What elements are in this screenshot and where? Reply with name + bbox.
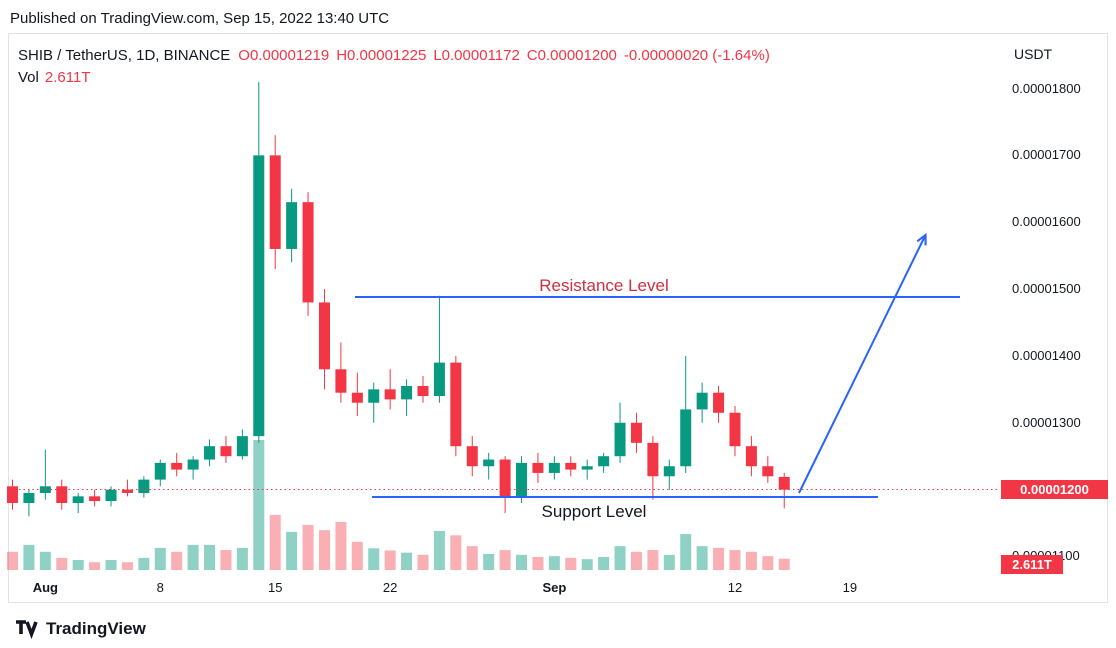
- ohlc-high: H0.00001225: [336, 47, 427, 64]
- published-caption: Published on TradingView.com, Sep 15, 20…: [10, 10, 390, 27]
- ohlc-change: -0.00000020 (-1.64%): [623, 47, 770, 64]
- price-axis-label: 0.00001700: [1012, 147, 1081, 163]
- volume-value: 2.611T: [44, 69, 91, 86]
- time-axis-label: 15: [267, 580, 283, 595]
- tradingview-footer[interactable]: TradingView: [14, 615, 146, 643]
- price-axis-label: 0.00001600: [1012, 214, 1081, 230]
- price-axis-label: 0.00001400: [1012, 347, 1081, 363]
- time-axis-label: 12: [727, 580, 743, 595]
- chart-legend: SHIB / TetherUS, 1D, BINANCE O0.00001219 H…: [18, 45, 777, 89]
- ohlc-open: O0.00001219: [238, 47, 330, 64]
- tradingview-wordmark[interactable]: TradingView: [46, 619, 146, 638]
- legend-row-volume: Vol 2.611T: [18, 67, 777, 89]
- last-price-badge: 0.00001200: [1001, 480, 1108, 499]
- quote-currency-label: USDT: [1014, 46, 1053, 62]
- volume-label: Vol: [18, 69, 39, 86]
- symbol-title: SHIB / TetherUS, 1D, BINANCE: [18, 47, 231, 64]
- support-label: Support Level: [541, 502, 647, 521]
- price-axis-label: 0.00001800: [1012, 80, 1081, 96]
- price-axis-label: 0.00001500: [1012, 281, 1081, 297]
- ohlc-low: L0.00001172: [433, 47, 520, 64]
- ohlc-close: C0.00001200: [526, 47, 617, 64]
- tradingview-logo-icon[interactable]: [14, 615, 38, 644]
- legend-row-symbol: SHIB / TetherUS, 1D, BINANCE O0.00001219 H…: [18, 45, 777, 67]
- time-axis-label: 19: [842, 580, 858, 595]
- time-axis-label: 22: [382, 580, 398, 595]
- time-axis-label: 8: [156, 580, 164, 595]
- resistance-label: Resistance Level: [539, 276, 669, 295]
- price-axis-label: 0.00001300: [1012, 414, 1081, 430]
- volume-badge: 2.611T: [1001, 555, 1063, 574]
- time-axis-label: Sep: [542, 580, 567, 595]
- time-axis-label: Aug: [32, 580, 58, 595]
